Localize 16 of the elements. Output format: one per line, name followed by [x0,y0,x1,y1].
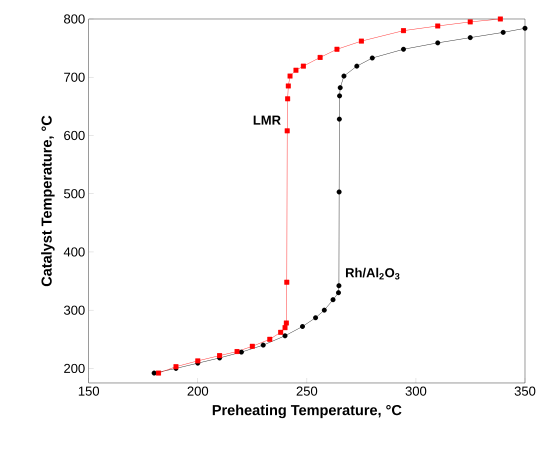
x-tick-label: 250 [296,386,318,396]
y-tick-label: 700 [64,72,85,82]
x-tick-label: 300 [406,386,426,396]
y-tick-label: 300 [64,306,85,315]
x-tick-label: 150 [78,386,100,396]
series-label: Rh/Al$_{2}$O$_{3}$ [346,268,400,280]
y-axis-title: Catalyst Temperature, °C [41,116,55,286]
x-tick-label: 350 [514,386,536,396]
x-tick-label: 200 [188,386,208,396]
y-tick-label: 500 [64,189,85,198]
series-label: LMR [254,116,281,125]
y-tick-label: 400 [64,247,85,257]
y-tick-label: 600 [64,130,85,140]
x-axis-title: Preheating Temperature, °C [212,404,402,418]
y-tick-label: 800 [64,14,85,24]
y-tick-label: 200 [64,364,85,374]
